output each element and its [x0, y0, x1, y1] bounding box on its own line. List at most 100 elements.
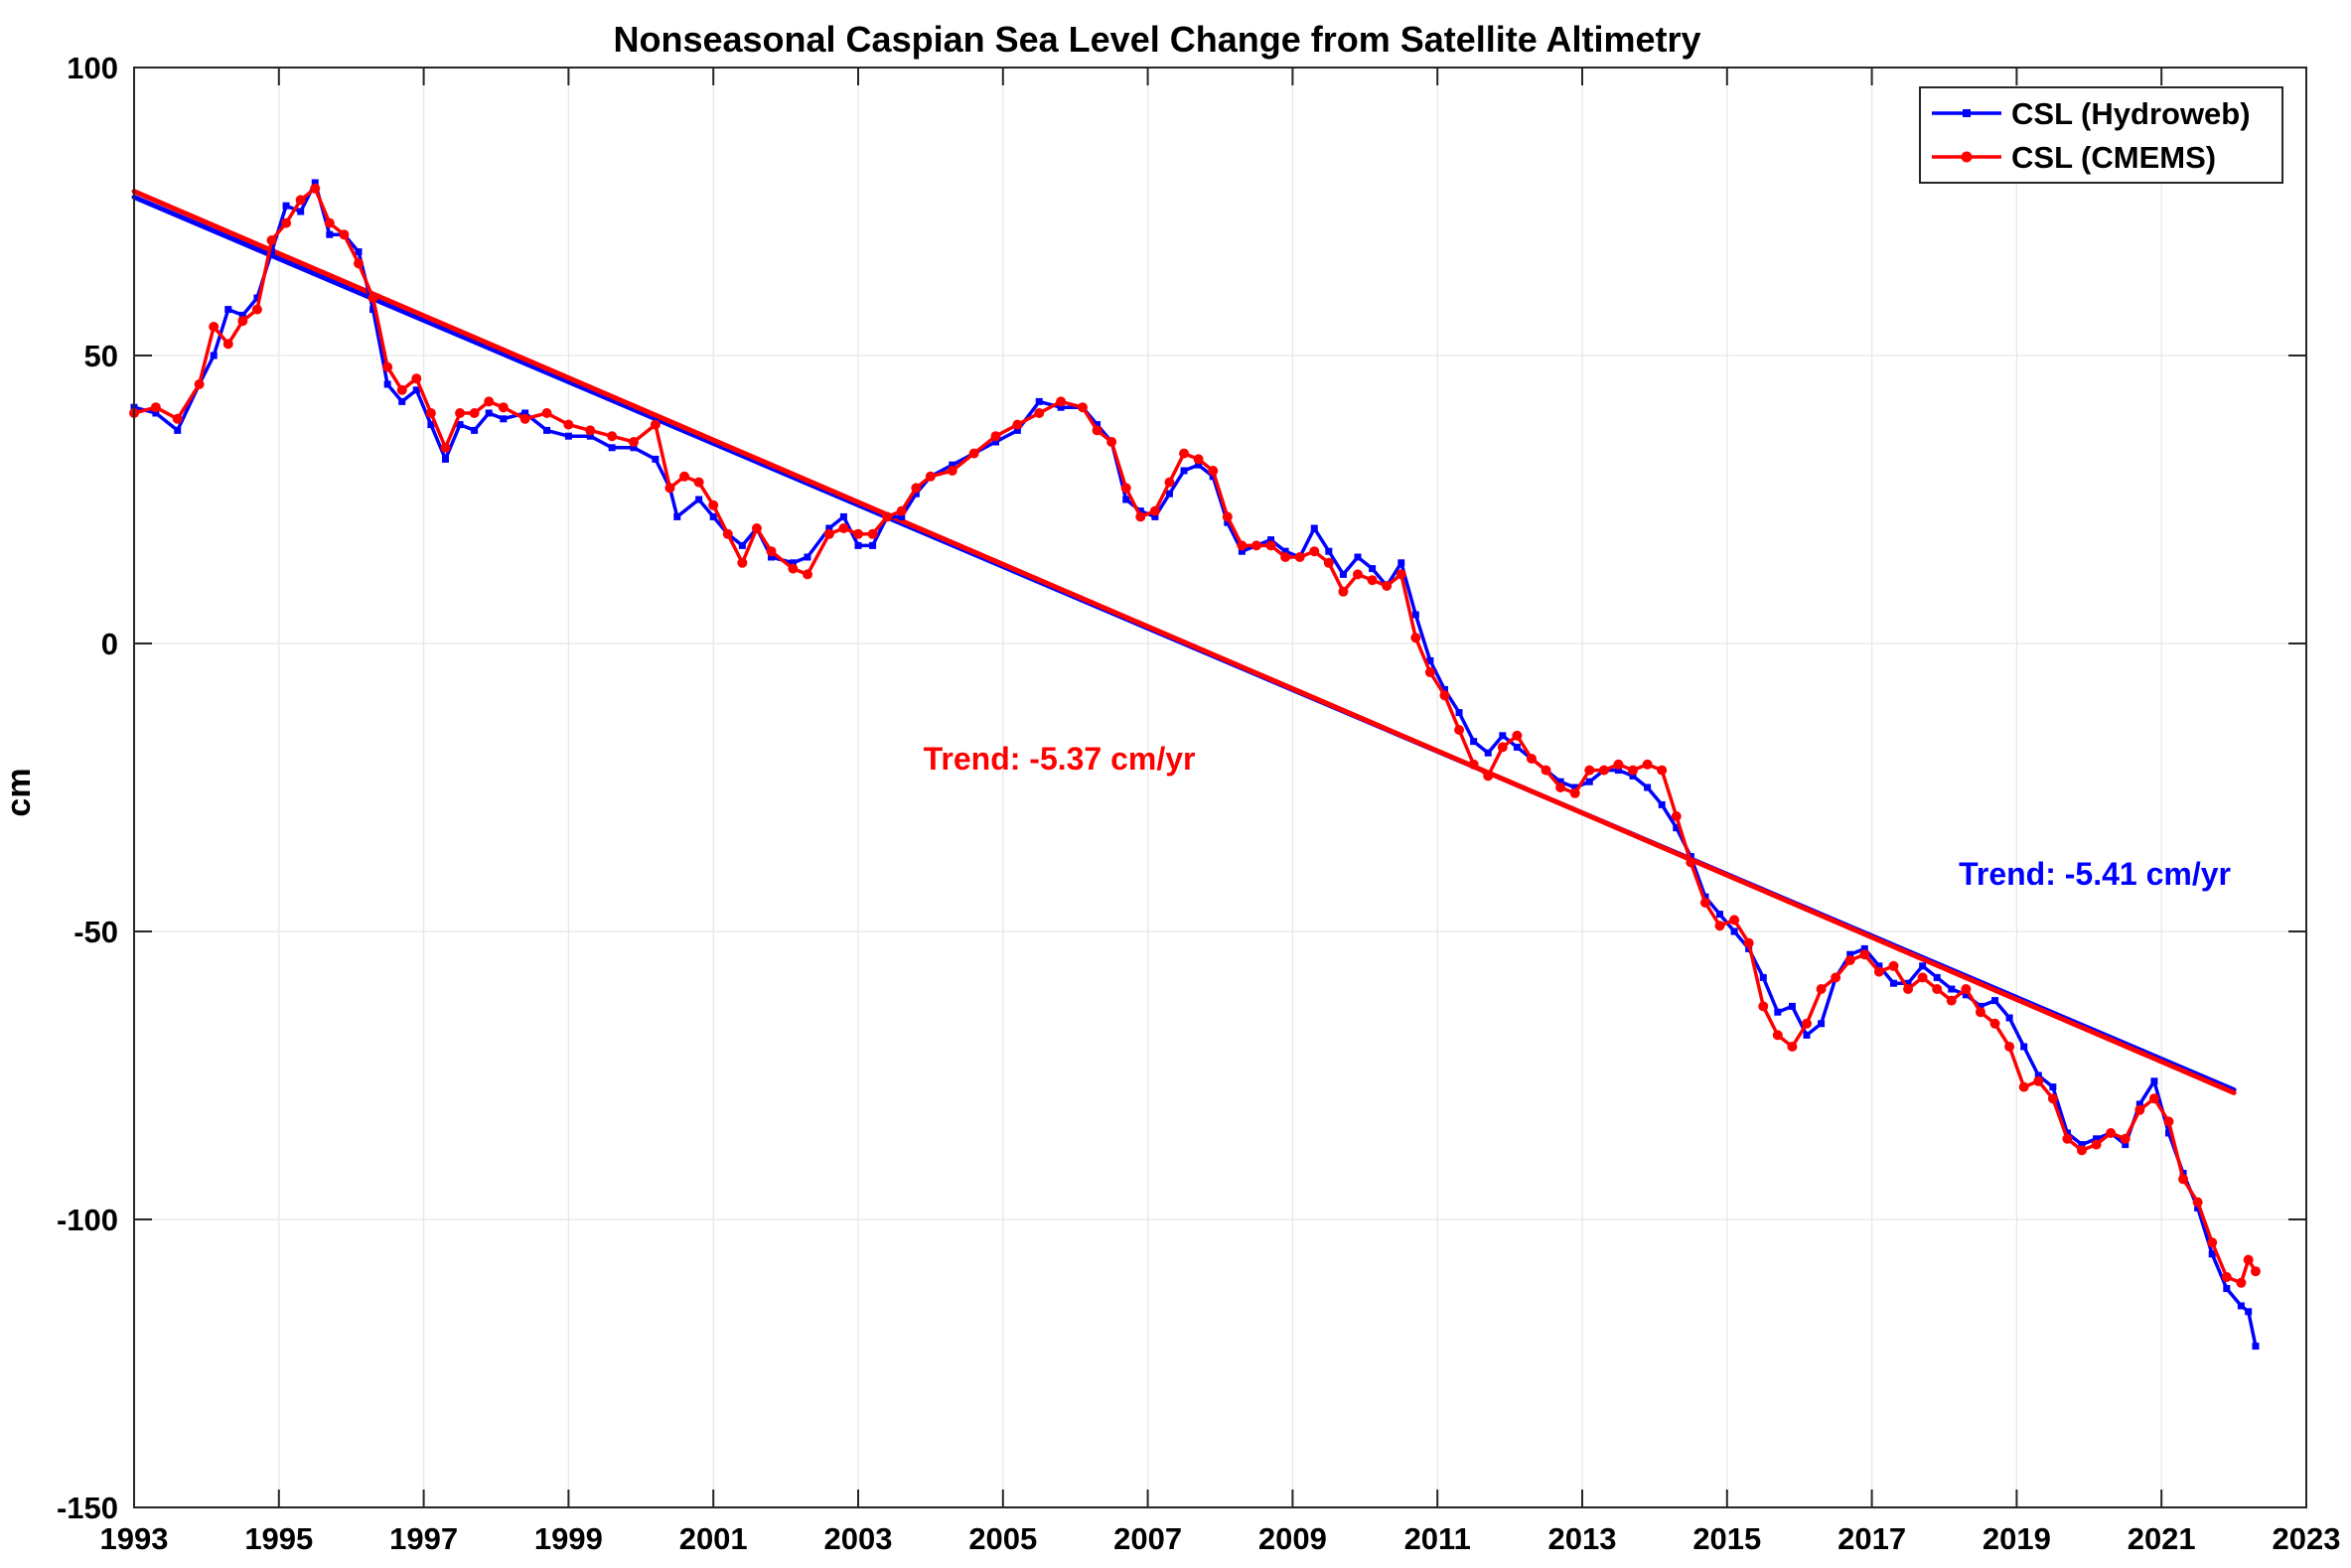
x-tick-label: 2007 [1113, 1521, 1182, 1556]
data-point-square [2034, 1071, 2042, 1079]
data-point-square [869, 541, 877, 549]
data-point-square [652, 455, 660, 463]
data-point-circle [1657, 765, 1668, 776]
data-point-circle [1193, 454, 1204, 465]
data-point-circle [1699, 898, 1710, 908]
data-point-circle [1642, 759, 1653, 770]
axis-ticks: 1993 1995 1997 1999 2001 2003 2005 2007 2009 2011… [57, 51, 2341, 1556]
data-point-circle [2236, 1277, 2247, 1288]
data-point-square [543, 426, 551, 434]
data-point-circle [1598, 765, 1609, 776]
x-tick-label: 2021 [2128, 1521, 2196, 1556]
data-point-circle [737, 557, 748, 568]
y-tick-label: 50 [84, 339, 118, 373]
data-point-circle [150, 402, 161, 413]
data-point-circle [2062, 1133, 2073, 1144]
data-point-square [297, 208, 305, 215]
data-point-circle [1816, 984, 1827, 994]
data-point-square [1889, 979, 1897, 987]
data-point-circle [679, 471, 690, 482]
data-point-circle [1034, 408, 1045, 418]
data-point-circle [2178, 1174, 2189, 1185]
data-point-circle [209, 322, 220, 332]
data-point-circle [1250, 540, 1261, 551]
data-point-circle [1758, 1001, 1769, 1012]
data-point-square [398, 397, 406, 405]
data-point-circle [266, 235, 277, 245]
data-point-circle [1056, 396, 1067, 407]
data-point-circle [2250, 1266, 2261, 1277]
data-point-square [383, 380, 391, 388]
data-point-circle [2047, 1093, 2058, 1104]
data-point-square [152, 409, 160, 417]
data-point-circle [2207, 1237, 2218, 1248]
data-point-square [2245, 1308, 2253, 1316]
data-point-circle [1787, 1042, 1798, 1052]
data-point-square [268, 248, 276, 256]
data-point-circle [2018, 1081, 2029, 1092]
data-point-square [1991, 997, 1999, 1005]
data-point-square [471, 426, 479, 434]
data-point-circle [925, 471, 936, 482]
data-point-circle [484, 396, 495, 407]
data-point-circle [1801, 1018, 1812, 1029]
data-point-square [1846, 950, 1854, 958]
data-point-circle [1012, 419, 1023, 430]
data-point-circle [1424, 667, 1435, 677]
data-point-square [282, 202, 290, 210]
data-point-circle [2163, 1116, 2174, 1127]
data-point-circle [1208, 466, 1219, 476]
data-point-square [949, 461, 956, 469]
data-point-circle [222, 339, 233, 350]
data-point-circle [310, 183, 321, 194]
data-point-circle [1686, 857, 1696, 868]
data-point-square [564, 432, 572, 440]
data-point-square [1165, 490, 1173, 498]
data-point-circle [1743, 937, 1754, 948]
data-point-circle [411, 373, 422, 384]
data-point-square [2078, 1141, 2086, 1149]
data-point-square [1267, 536, 1275, 544]
legend-label: CSL (CMEMS) [2011, 140, 2216, 175]
data-point-square [412, 386, 420, 394]
data-point-square [1057, 403, 1065, 411]
data-point-circle [823, 528, 834, 539]
legend-marker-circle [1961, 151, 1973, 163]
data-point-circle [440, 442, 451, 453]
data-point-square [804, 553, 811, 561]
data-point-circle [1164, 477, 1175, 488]
data-point-square [1499, 732, 1507, 740]
data-point-square [1310, 524, 1318, 532]
data-point-square [485, 409, 493, 417]
data-point-square [1658, 800, 1666, 808]
data-point-square [2122, 1141, 2130, 1149]
data-point-circle [295, 195, 306, 206]
data-point-square [1629, 772, 1637, 780]
data-point-square [1701, 893, 1709, 901]
data-point-circle [968, 448, 979, 459]
data-point-square [1919, 962, 1927, 970]
data-point-circle [353, 258, 364, 269]
data-point-circle [1671, 811, 1682, 821]
y-tick-label: -150 [57, 1491, 118, 1525]
y-tick-label: -100 [57, 1203, 118, 1237]
data-point-circle [2077, 1145, 2088, 1156]
data-point-circle [867, 528, 878, 539]
data-point-square [1094, 421, 1102, 429]
x-tick-label: 2011 [1404, 1521, 1471, 1556]
data-point-circle [469, 408, 480, 418]
data-point-square [369, 306, 377, 314]
trend-annotation: Trend: -5.37 cm/yr [924, 741, 1196, 777]
chart-title: Nonseasonal Caspian Sea Level Change fro… [613, 19, 1700, 60]
data-point-circle [788, 563, 799, 574]
data-point-circle [396, 384, 407, 395]
data-point-circle [519, 413, 530, 424]
y-tick-label: 100 [67, 51, 118, 85]
data-point-circle [455, 408, 466, 418]
data-point-circle [1569, 787, 1580, 798]
data-point-square [174, 426, 182, 434]
data-point-square [1136, 507, 1144, 515]
data-point-circle [882, 511, 893, 522]
x-tick-label: 2017 [1837, 1521, 1906, 1556]
data-point-square [1556, 778, 1564, 785]
